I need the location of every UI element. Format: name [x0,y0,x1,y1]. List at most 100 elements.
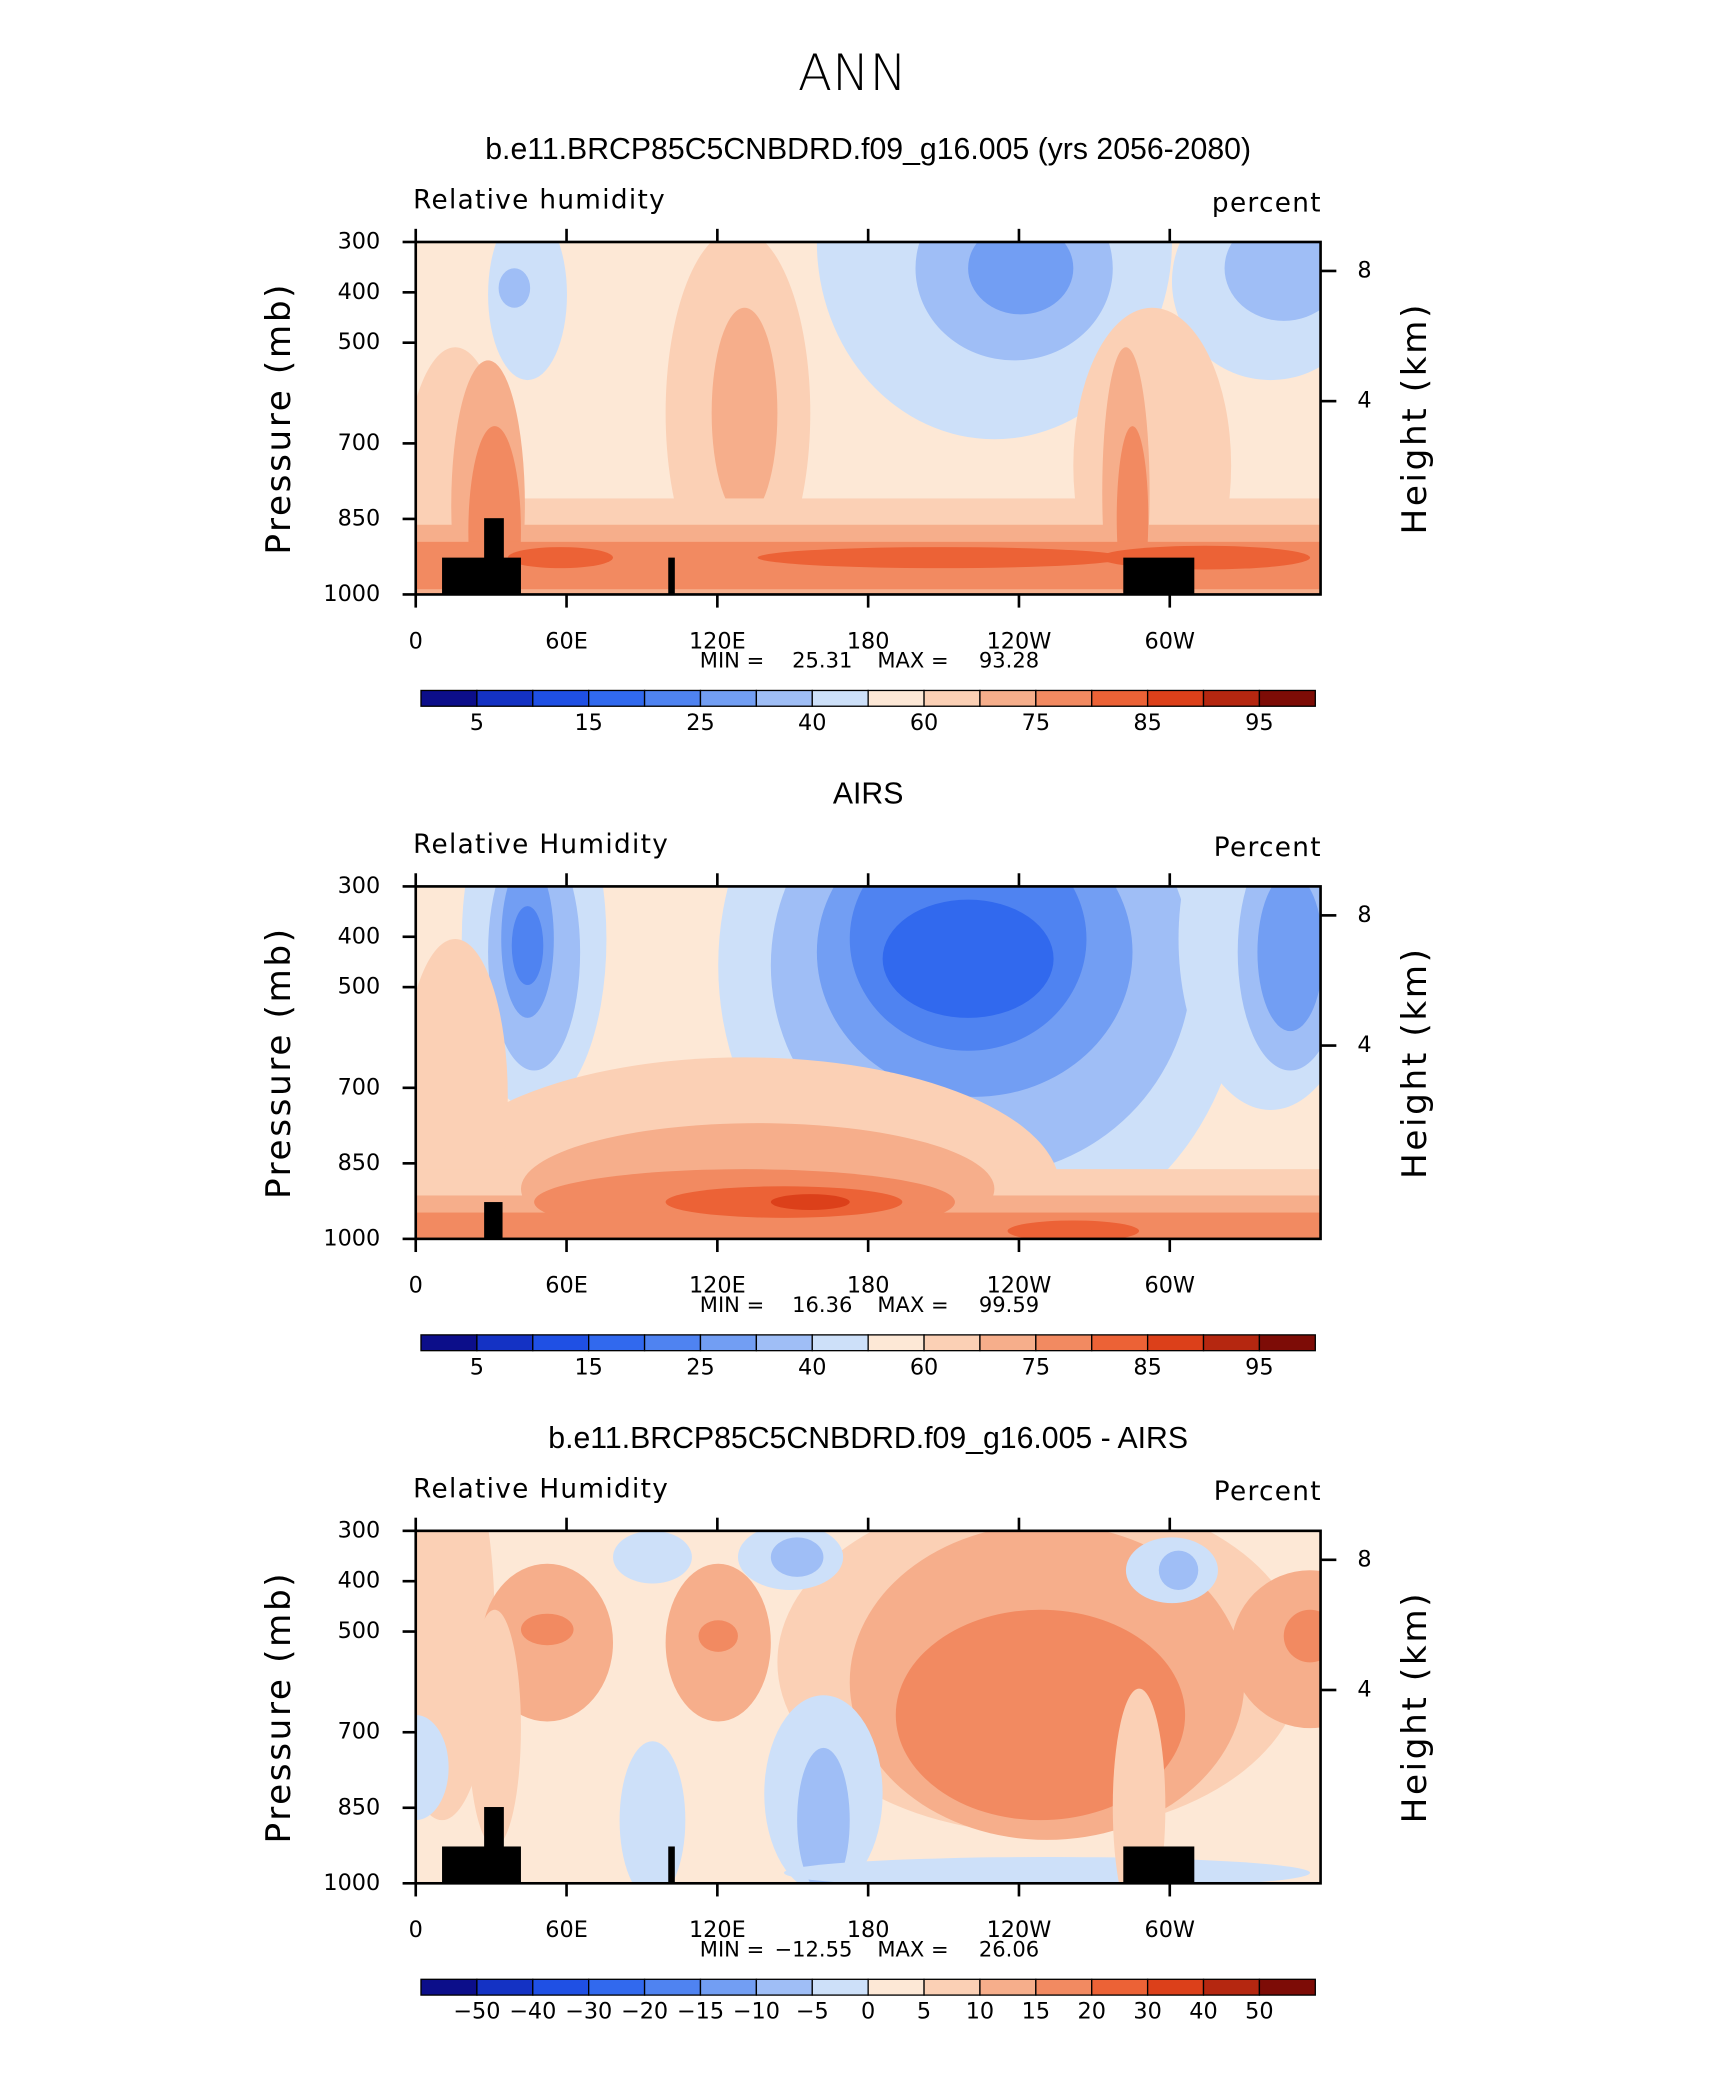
contour-region [1224,241,1321,321]
stat-label: MIN = [700,648,764,673]
colorbar-swatch [923,689,981,707]
contour-region [415,1212,1321,1239]
y-tick-label: 500 [338,974,381,1000]
colorbar-label: 15 [574,1354,602,1380]
y-tick-label: 1000 [323,1870,380,1896]
stat-value: 99.59 [979,1292,1039,1317]
colorbar-label: 75 [1022,1354,1050,1380]
colorbar-swatch [476,1334,534,1352]
panel-subtitle-left: Relative humidity [413,186,666,216]
y-tick-label: 700 [338,430,381,456]
colorbar-swatch [1202,1978,1261,1996]
contour-field [415,886,1321,1239]
contour-region [415,1714,449,1821]
contour-field [415,241,1321,595]
colorbar-label: 5 [917,1999,931,2025]
colorbar-swatch [420,1978,478,1996]
panel-subtitle-right: Percent [1214,1477,1322,1507]
x-tick-label: 60E [545,1917,588,1943]
contour-region [468,1609,521,1847]
colorbar-swatch [811,1978,869,1996]
stat-value: 26.06 [979,1936,1039,1961]
topography [484,1202,503,1239]
colorbar-label: −40 [509,1999,556,2025]
figure-title: ANN [798,44,907,102]
y2-tick-label: 4 [1357,1676,1371,1702]
colorbar-swatch [1091,1978,1149,1996]
stat-value: 25.31 [792,648,852,673]
contour-region [498,268,531,308]
colorbar-swatch [588,1334,646,1352]
colorbar-swatch [923,1978,981,1996]
colorbar-swatch [588,1978,646,1996]
colorbar-swatch [1202,1334,1261,1352]
colorbar-swatch [1258,1334,1316,1352]
contour-region [613,1530,692,1584]
y-tick-label: 400 [338,1568,381,1594]
contour-region [797,1747,850,1884]
colorbar-swatch [699,1334,758,1352]
y-tick-label: 500 [338,329,381,355]
colorbar-label: 75 [1022,710,1050,736]
colorbar-label: −20 [621,1999,668,2025]
colorbar-label: −50 [453,1999,500,2025]
x-tick-label: 60E [545,1273,588,1299]
colorbar-label: 40 [1189,1999,1217,2025]
colorbar-swatch [1258,689,1316,707]
colorbar-swatch [420,1334,478,1352]
x-tick-label: 0 [409,1917,423,1943]
y-tick-label: 400 [338,279,381,305]
colorbar-swatch [867,1978,925,1996]
colorbar-label: 95 [1245,1354,1273,1380]
y2-tick-label: 4 [1357,1032,1371,1058]
colorbar-label: 5 [470,710,484,736]
colorbar-swatch [867,689,925,707]
x-tick-label: 120W [987,628,1052,654]
panel-subtitle-right: percent [1212,188,1322,218]
colorbar-label: −15 [677,1999,724,2025]
colorbar-swatch [755,689,813,707]
stat-value: 16.36 [792,1292,852,1317]
y2-tick-label: 4 [1357,388,1371,414]
colorbar-label: 25 [686,1354,714,1380]
y2-axis-label: Height (km) [1395,1591,1435,1824]
colorbar-label: 15 [1022,1999,1050,2025]
colorbar-swatch [643,1978,702,1996]
colorbar-swatch [811,1334,869,1352]
colorbar-label: −10 [733,1999,780,2025]
colorbar-swatch [755,1334,813,1352]
contour-region [1007,1220,1140,1239]
colorbar-label: 50 [1245,1999,1273,2025]
contour-region [968,241,1074,315]
x-tick-label: 0 [409,1273,423,1299]
colorbar-swatch [1091,689,1149,707]
y2-axis-label: Height (km) [1395,302,1435,535]
contour-region [507,547,614,569]
colorbar-label: 40 [798,1354,826,1380]
colorbar-label: 40 [798,710,826,736]
colorbar-swatch [588,689,646,707]
colorbar-label: 85 [1133,1354,1161,1380]
y-axis-label: Pressure (mb) [259,926,299,1199]
topography [1123,1846,1195,1884]
y-axis-label: Pressure (mb) [259,1571,299,1844]
colorbar-label: 95 [1245,710,1273,736]
colorbar-swatch [1035,689,1093,707]
colorbar-label: −30 [565,1999,612,2025]
colorbar-label: 25 [686,710,714,736]
panel-title: b.e11.BRCP85C5CNBDRD.f09_g16.005 (yrs 20… [485,133,1251,166]
contour-field [415,1530,1321,1884]
x-tick-label: 120E [689,1917,746,1943]
colorbar-swatch [699,1978,758,1996]
colorbar-label: −5 [796,1999,829,2025]
x-tick-label: 60W [1144,628,1195,654]
topography [1123,557,1195,595]
colorbar-swatch [1035,1978,1093,1996]
x-tick-label: 0 [409,628,423,654]
colorbar-label: 85 [1133,710,1161,736]
stat-label: MIN = [700,1292,764,1317]
contour-region [698,1620,738,1652]
y-tick-label: 850 [338,1150,381,1176]
colorbar-swatch [1035,1334,1093,1352]
contour-region [770,1194,850,1210]
